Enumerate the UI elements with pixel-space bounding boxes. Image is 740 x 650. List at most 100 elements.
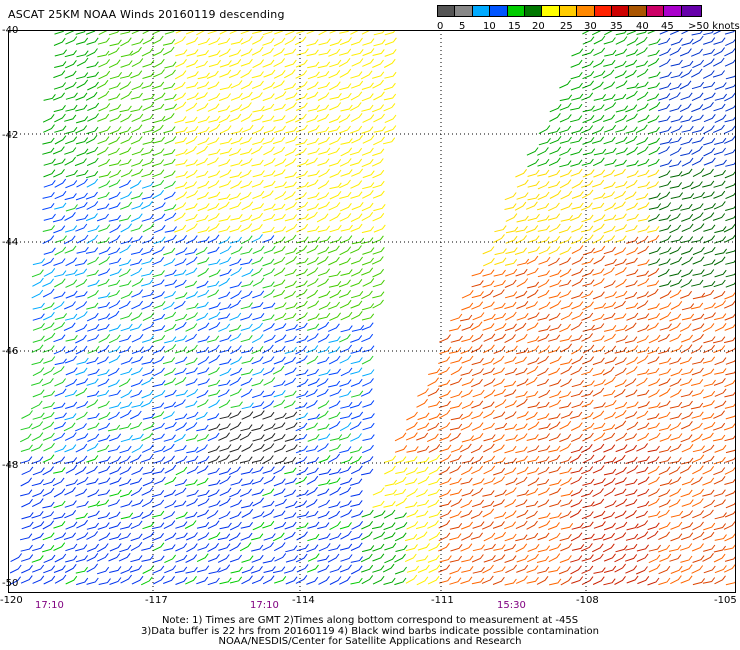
wind-barb bbox=[251, 203, 264, 211]
wind-barb bbox=[296, 236, 309, 244]
wind-barb bbox=[284, 489, 297, 498]
wind-barb bbox=[713, 201, 726, 210]
wind-barb bbox=[141, 390, 154, 399]
wind-barb bbox=[525, 301, 538, 309]
wind-barb bbox=[131, 113, 144, 123]
wind-barb bbox=[207, 157, 219, 166]
wind-barb bbox=[547, 213, 561, 221]
wind-barb bbox=[307, 413, 320, 421]
wind-barb bbox=[350, 91, 363, 101]
wind-barb bbox=[692, 246, 705, 256]
wind-barb bbox=[537, 333, 550, 342]
wind-barb bbox=[428, 542, 441, 552]
wind-barb bbox=[108, 521, 121, 529]
wind-barb bbox=[626, 401, 639, 409]
wind-barb bbox=[65, 92, 78, 100]
wind-barb bbox=[626, 90, 638, 100]
wind-barb bbox=[306, 510, 319, 518]
wind-barb bbox=[372, 268, 384, 278]
wind-barb bbox=[725, 271, 736, 278]
wind-barb bbox=[439, 489, 451, 498]
wind-barb bbox=[515, 455, 528, 463]
wind-barb bbox=[712, 70, 725, 78]
wind-barb bbox=[559, 169, 572, 178]
wind-barb bbox=[120, 312, 133, 320]
wind-barb bbox=[76, 532, 89, 541]
wind-barb bbox=[658, 456, 672, 464]
wind-barb bbox=[262, 93, 275, 102]
wind-barb bbox=[460, 510, 473, 518]
wind-barb bbox=[207, 489, 220, 498]
wind-barb bbox=[615, 401, 628, 410]
wind-barb bbox=[361, 202, 374, 212]
wind-barb bbox=[714, 93, 727, 101]
wind-barb bbox=[76, 169, 89, 177]
wind-barb bbox=[185, 323, 198, 332]
wind-barb bbox=[119, 409, 132, 419]
wind-barb bbox=[713, 47, 725, 57]
wind-barb bbox=[306, 267, 319, 277]
wind-barb bbox=[417, 445, 430, 453]
wind-barb bbox=[317, 312, 331, 320]
wind-barb bbox=[538, 520, 551, 529]
wind-barb bbox=[681, 368, 694, 376]
wind-barb bbox=[208, 479, 221, 487]
wind-barb bbox=[307, 192, 320, 200]
wind-barb bbox=[32, 575, 45, 584]
wind-barb bbox=[240, 335, 253, 343]
wind-barb bbox=[241, 508, 254, 518]
wind-barb bbox=[516, 192, 529, 200]
wind-barb bbox=[208, 50, 221, 58]
wind-barb bbox=[285, 411, 298, 420]
wind-barb bbox=[593, 223, 605, 233]
wind-barb bbox=[98, 70, 111, 80]
wind-barb bbox=[339, 92, 352, 101]
wind-barb bbox=[680, 168, 693, 177]
wind-barb bbox=[306, 368, 319, 377]
wind-barb bbox=[713, 147, 726, 156]
wind-barb bbox=[85, 134, 98, 144]
wind-barb bbox=[98, 434, 111, 442]
wind-barb bbox=[503, 544, 517, 552]
wind-barb bbox=[273, 345, 286, 354]
wind-barb bbox=[570, 136, 583, 144]
wind-barb bbox=[558, 566, 571, 575]
wind-barb bbox=[197, 335, 210, 343]
wind-barb bbox=[263, 245, 276, 254]
wind-barb bbox=[548, 334, 561, 342]
lat-label-44: -44 bbox=[2, 237, 19, 248]
wind-barb bbox=[186, 223, 198, 233]
wind-barb bbox=[240, 180, 253, 189]
wind-barb bbox=[251, 379, 264, 387]
wind-barb bbox=[394, 566, 407, 575]
wind-barb bbox=[208, 223, 220, 232]
wind-barb bbox=[703, 336, 716, 344]
wind-barb bbox=[460, 576, 473, 585]
wind-barb bbox=[494, 333, 506, 342]
wind-barb bbox=[64, 156, 76, 166]
wind-barb bbox=[702, 531, 715, 541]
wind-barb bbox=[592, 576, 605, 585]
wind-barb bbox=[120, 434, 133, 443]
wind-barb bbox=[86, 126, 99, 135]
wind-barb bbox=[350, 490, 363, 497]
wind-barb bbox=[362, 400, 375, 408]
wind-barb bbox=[614, 477, 627, 485]
wind-barb bbox=[670, 565, 683, 574]
wind-barb bbox=[85, 171, 99, 179]
wind-barb bbox=[405, 467, 418, 476]
wind-barb bbox=[229, 554, 242, 563]
wind-barb bbox=[438, 366, 450, 376]
wind-barb bbox=[340, 235, 353, 244]
wind-barb bbox=[692, 578, 705, 586]
wind-barb bbox=[273, 267, 286, 277]
wind-barb bbox=[152, 246, 165, 255]
wind-barb bbox=[692, 531, 705, 541]
wind-barb bbox=[186, 59, 199, 68]
wind-barb bbox=[505, 268, 518, 277]
wind-barb bbox=[714, 82, 727, 90]
wind-barb bbox=[197, 115, 210, 124]
wind-barb bbox=[669, 401, 683, 409]
wind-barb bbox=[208, 423, 221, 432]
wind-barb bbox=[625, 49, 639, 57]
